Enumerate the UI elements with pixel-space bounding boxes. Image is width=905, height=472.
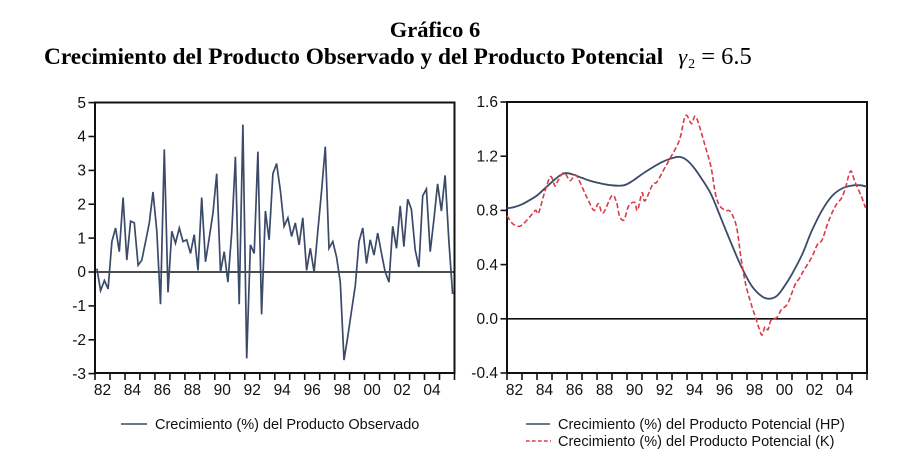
svg-text:94: 94 xyxy=(274,382,292,399)
svg-text:1.2: 1.2 xyxy=(476,148,498,165)
svg-text:92: 92 xyxy=(244,382,261,399)
svg-text:-0.4: -0.4 xyxy=(471,365,498,382)
svg-text:3: 3 xyxy=(77,163,86,180)
svg-text:00: 00 xyxy=(363,382,381,399)
svg-text:86: 86 xyxy=(566,382,583,399)
svg-text:2: 2 xyxy=(77,196,86,213)
svg-text:-1: -1 xyxy=(72,298,86,315)
svg-text:-2: -2 xyxy=(72,332,86,349)
svg-text:90: 90 xyxy=(626,382,644,399)
svg-text:-3: -3 xyxy=(72,366,86,383)
svg-text:02: 02 xyxy=(806,382,823,399)
svg-text:84: 84 xyxy=(536,382,554,399)
svg-text:90: 90 xyxy=(214,382,232,399)
svg-text:84: 84 xyxy=(124,382,142,399)
svg-text:96: 96 xyxy=(716,382,733,399)
svg-text:1.6: 1.6 xyxy=(476,94,498,111)
svg-text:82: 82 xyxy=(506,382,523,399)
svg-text:Crecimiento (%) del Producto O: Crecimiento (%) del Producto Observado xyxy=(155,417,419,433)
svg-text:96: 96 xyxy=(304,382,321,399)
svg-text:5: 5 xyxy=(77,95,86,112)
svg-text:88: 88 xyxy=(184,382,201,399)
svg-text:0.4: 0.4 xyxy=(476,257,498,274)
svg-text:04: 04 xyxy=(423,382,441,399)
svg-text:94: 94 xyxy=(686,382,704,399)
svg-text:00: 00 xyxy=(776,382,794,399)
svg-text:4: 4 xyxy=(77,129,86,146)
svg-text:1: 1 xyxy=(77,230,86,247)
svg-text:02: 02 xyxy=(393,382,410,399)
svg-text:0.0: 0.0 xyxy=(476,311,498,328)
svg-text:92: 92 xyxy=(656,382,673,399)
svg-text:98: 98 xyxy=(746,382,763,399)
svg-text:0.8: 0.8 xyxy=(476,203,498,220)
svg-text:86: 86 xyxy=(154,382,171,399)
svg-text:Crecimiento (%) del Producto P: Crecimiento (%) del Producto Potencial (… xyxy=(558,417,845,433)
svg-text:98: 98 xyxy=(334,382,351,399)
svg-text:88: 88 xyxy=(596,382,613,399)
svg-text:04: 04 xyxy=(836,382,854,399)
svg-text:0: 0 xyxy=(77,264,86,281)
svg-text:82: 82 xyxy=(94,382,111,399)
svg-text:Crecimiento (%) del Producto P: Crecimiento (%) del Producto Potencial (… xyxy=(558,434,834,450)
